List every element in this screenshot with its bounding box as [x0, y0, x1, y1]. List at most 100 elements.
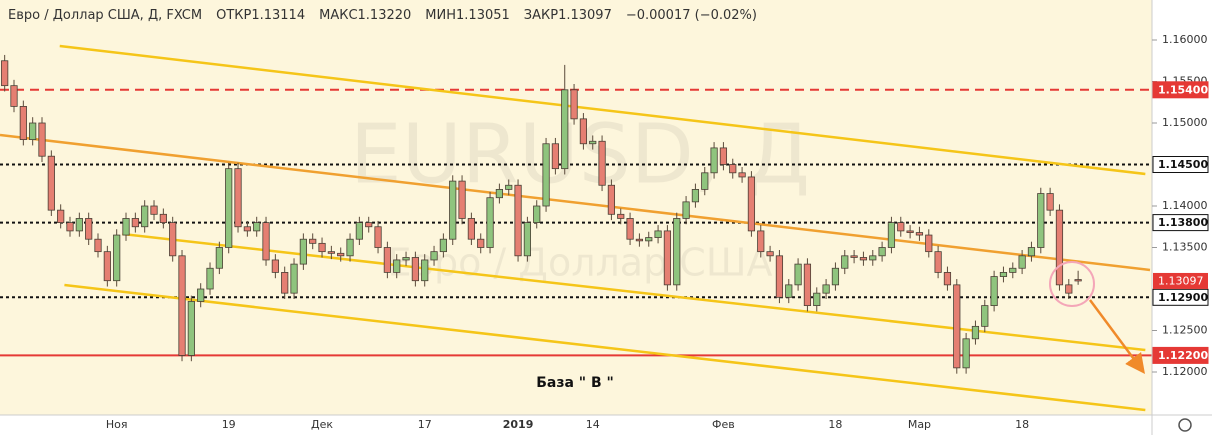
- candle-body: [467, 218, 475, 240]
- y-tick-label: 1.16000: [1162, 33, 1208, 46]
- candle-body: [710, 147, 718, 174]
- candle-body: [785, 284, 793, 298]
- candle-body: [346, 238, 354, 257]
- last-price-label: 1.13097: [1158, 274, 1204, 287]
- candle-body: [327, 251, 335, 254]
- candle-body: [533, 205, 541, 224]
- candle-body: [514, 184, 522, 257]
- trend-line: [64, 283, 1146, 412]
- last-price-box: [1153, 272, 1208, 289]
- candle-body: [215, 247, 223, 269]
- candle-body: [206, 267, 214, 290]
- candle-body: [103, 251, 111, 282]
- candle-body: [943, 272, 952, 286]
- candle-body: [523, 222, 531, 257]
- candle-body: [393, 259, 401, 273]
- candle-body: [66, 222, 74, 232]
- y-tick-label: 1.15000: [1162, 116, 1208, 129]
- candle-body: [402, 257, 410, 261]
- y-tick-label: 1.12000: [1162, 365, 1208, 378]
- candle-body: [187, 301, 195, 356]
- candle-body: [570, 89, 578, 120]
- candle-body: [141, 205, 149, 228]
- y-tick-label: 1.13500: [1162, 241, 1208, 254]
- candle-body: [243, 226, 251, 232]
- candle-body: [682, 201, 690, 219]
- candle-body: [701, 172, 709, 190]
- level-label-box: [1152, 214, 1209, 232]
- candle-body: [962, 338, 970, 369]
- candle-body: [309, 238, 317, 244]
- candle-body: [169, 222, 177, 257]
- candle-body: [318, 242, 326, 253]
- candle-body: [841, 255, 849, 269]
- candle-body: [10, 85, 18, 107]
- candle-body: [589, 140, 597, 145]
- level-label: 1.15400: [1158, 83, 1208, 96]
- candle-body: [57, 209, 65, 224]
- candle-body: [691, 189, 700, 203]
- candle-body: [925, 234, 933, 253]
- candle-body: [383, 247, 391, 273]
- candle-body: [29, 122, 37, 141]
- candle-body: [906, 230, 914, 233]
- level-label-box: [1152, 346, 1209, 364]
- candle-body: [411, 257, 419, 282]
- candle-body: [113, 234, 121, 282]
- candle-body: [869, 255, 877, 261]
- candle-body: [561, 89, 569, 170]
- level-label-box: [1152, 288, 1209, 306]
- candle-body: [878, 247, 886, 257]
- candle-body: [551, 143, 559, 170]
- candle-body: [421, 259, 429, 282]
- candle-body: [934, 251, 942, 273]
- candle-body: [747, 176, 756, 232]
- candle-body: [458, 180, 466, 219]
- annotation: База " В ": [536, 375, 614, 391]
- header-item: МИН1.13051: [425, 8, 510, 23]
- candle-body: [542, 143, 550, 207]
- header: Евро / Доллар США, Д, FXCM ОТКР1.13114 МАК…: [8, 8, 771, 23]
- candle-body: [1065, 284, 1073, 294]
- candle-body: [990, 276, 998, 307]
- candle-body: [477, 238, 485, 248]
- candle-body: [290, 263, 298, 294]
- candle-body: [75, 218, 83, 232]
- candle-body: [859, 257, 868, 261]
- candle-body: [449, 180, 457, 240]
- candle-body: [365, 222, 373, 228]
- x-tick-label: 2019: [503, 418, 534, 431]
- x-tick-label: Дек: [311, 418, 333, 431]
- candle-body: [999, 272, 1008, 277]
- candle-body: [719, 147, 728, 165]
- y-tick-label: 1.12500: [1162, 324, 1208, 337]
- candle-body: [850, 255, 858, 258]
- candle-body: [813, 292, 821, 307]
- candle-body: [766, 251, 774, 257]
- settings-icon[interactable]: [1178, 418, 1192, 432]
- candle-body: [607, 184, 616, 215]
- candle-body: [953, 284, 961, 369]
- candle-body: [178, 255, 186, 356]
- candle-body: [626, 218, 634, 240]
- candle-body: [225, 168, 233, 248]
- candle-body: [822, 284, 830, 294]
- candle-body: [803, 263, 812, 307]
- header-item: ОТКР1.13114: [216, 8, 306, 23]
- candle-body: [486, 197, 494, 248]
- x-tick-label: 18: [828, 418, 842, 431]
- x-tick-label: 17: [418, 418, 432, 431]
- trend-line: [0, 133, 1151, 272]
- candle-body: [598, 140, 606, 186]
- candle-body: [775, 255, 784, 298]
- plot-background: [0, 0, 1152, 415]
- candle-body: [299, 238, 307, 265]
- candle-body: [794, 263, 802, 286]
- candle-body: [663, 230, 672, 286]
- candle-body: [122, 218, 130, 236]
- candle-body: [94, 238, 102, 253]
- candle-body: [374, 226, 382, 248]
- x-tick-label: 18: [1015, 418, 1029, 431]
